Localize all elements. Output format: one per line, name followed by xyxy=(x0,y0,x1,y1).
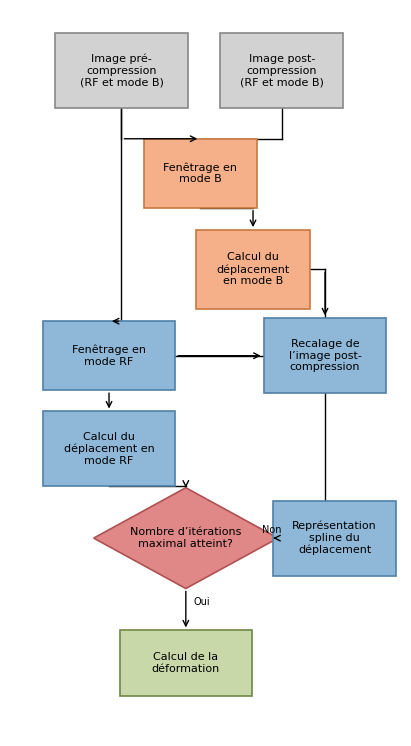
FancyBboxPatch shape xyxy=(263,319,386,393)
Text: Fenêtrage en
mode B: Fenêtrage en mode B xyxy=(163,163,237,184)
FancyBboxPatch shape xyxy=(43,322,175,390)
Text: Image pré-
compression
(RF et mode B): Image pré- compression (RF et mode B) xyxy=(80,54,164,87)
Text: Calcul du
déplacement en
mode RF: Calcul du déplacement en mode RF xyxy=(64,432,155,466)
Text: Représentation
spline du
déplacement: Représentation spline du déplacement xyxy=(292,521,377,555)
FancyBboxPatch shape xyxy=(55,33,188,108)
Polygon shape xyxy=(94,488,278,589)
Text: Oui: Oui xyxy=(194,598,210,607)
FancyBboxPatch shape xyxy=(196,230,309,309)
FancyBboxPatch shape xyxy=(220,33,343,108)
FancyBboxPatch shape xyxy=(43,411,175,486)
FancyBboxPatch shape xyxy=(120,630,252,695)
Text: Recalage de
l’image post-
compression: Recalage de l’image post- compression xyxy=(289,339,361,372)
Text: Fenêtrage en
mode RF: Fenêtrage en mode RF xyxy=(72,345,146,367)
Text: Nombre d’itérations
maximal atteint?: Nombre d’itérations maximal atteint? xyxy=(130,527,242,549)
Text: Image post-
compression
(RF et mode B): Image post- compression (RF et mode B) xyxy=(240,54,324,87)
FancyBboxPatch shape xyxy=(143,139,257,208)
Text: Calcul du
déplacement
en mode B: Calcul du déplacement en mode B xyxy=(217,252,290,286)
Text: Calcul de la
déformation: Calcul de la déformation xyxy=(152,652,220,674)
FancyBboxPatch shape xyxy=(273,501,396,576)
Text: Non: Non xyxy=(262,524,282,535)
